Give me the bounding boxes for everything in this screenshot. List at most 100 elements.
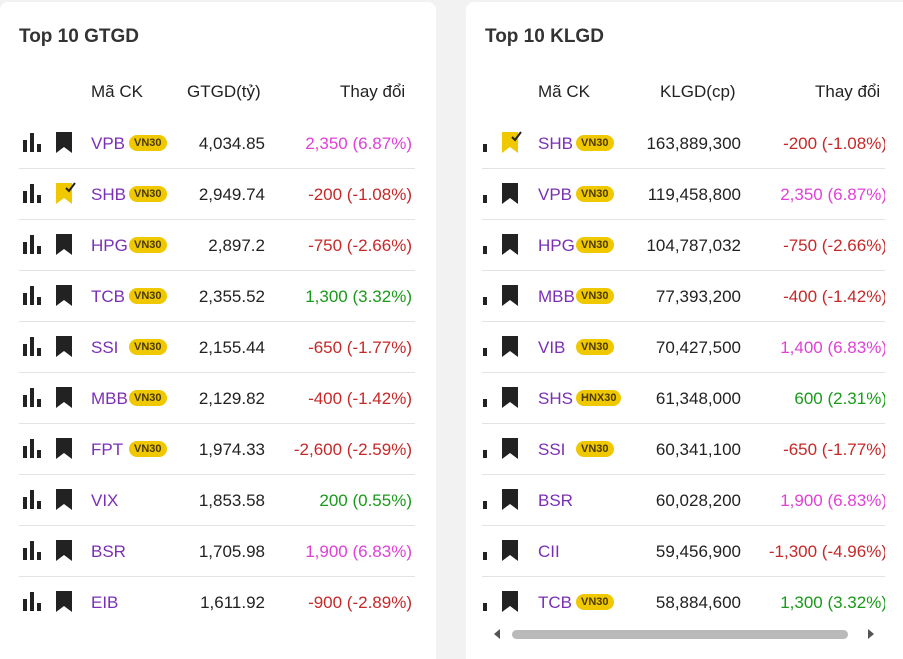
header-value[interactable]: KLGD(cp) [660,82,736,101]
bar-chart-icon[interactable] [482,233,490,260]
table-row[interactable]: SHS HNX30 61,348,000 600 (2.31%) [466,373,885,424]
row-divider [19,372,415,373]
bar-chart-icon[interactable] [482,488,490,515]
stock-symbol[interactable]: MBB [91,389,128,408]
bar-chart-icon[interactable] [482,131,490,158]
trade-value: 61,348,000 [655,389,741,408]
scroll-right-arrow-icon[interactable] [868,629,874,639]
header-symbol[interactable]: Mã CK [538,82,590,101]
bookmark-icon[interactable] [500,182,522,211]
trade-value: 4,034.85 [198,134,265,153]
stock-symbol[interactable]: VPB [538,185,573,204]
table-row[interactable]: SSI VN30 2,155.44 -650 (-1.77%) [0,322,419,373]
table-row[interactable]: SSI VN30 60,341,100 -650 (-1.77%) [466,424,885,475]
stock-symbol[interactable]: TCB [91,287,125,306]
bar-chart-icon[interactable] [482,335,490,362]
stock-symbol[interactable]: MBB [538,287,575,306]
table-row[interactable]: EIB 1,611.92 -900 (-2.89%) [0,577,419,622]
bar-chart-icon[interactable] [22,233,44,260]
price-change: 1,900 (6.83%) [780,491,885,510]
bar-chart-icon[interactable] [22,539,44,566]
stock-symbol[interactable]: SHB [91,185,126,204]
bookmark-icon[interactable] [54,539,76,568]
bookmark-icon[interactable] [500,335,522,364]
bar-chart-icon[interactable] [22,488,44,515]
scroll-left-arrow-icon[interactable] [494,629,500,639]
bar-chart-icon[interactable] [22,284,44,311]
bookmark-icon[interactable] [54,131,76,160]
row-divider [482,576,885,577]
row-divider [482,423,885,424]
stock-symbol[interactable]: SHB [538,134,573,153]
bookmark-icon[interactable] [54,437,76,466]
bookmark-icon[interactable] [54,386,76,415]
table-row[interactable]: TCB VN30 2,355.52 1,300 (3.32%) [0,271,419,322]
stock-symbol[interactable]: EIB [91,593,119,612]
bookmark-icon[interactable] [54,590,76,619]
bar-chart-icon[interactable] [482,386,490,413]
bar-chart-icon[interactable] [22,182,44,209]
bar-chart-icon[interactable] [22,437,44,464]
table-row[interactable]: SHB VN30 2,949.74 -200 (-1.08%) [0,169,419,220]
bookmark-checked-icon[interactable] [500,131,522,160]
row-divider [482,321,885,322]
bookmark-icon[interactable] [500,284,522,313]
bookmark-icon[interactable] [54,233,76,262]
table-row[interactable]: HPG VN30 104,787,032 -750 (-2.66%) [466,220,885,271]
stock-symbol[interactable]: CII [538,542,560,561]
header-change[interactable]: Thay đổi [815,82,881,101]
bookmark-icon[interactable] [500,233,522,262]
stock-symbol[interactable]: TCB [538,593,572,612]
header-symbol[interactable]: Mã CK [91,82,143,101]
trade-value: 60,028,200 [655,491,741,510]
bookmark-checked-icon[interactable] [54,182,76,211]
bar-chart-icon[interactable] [482,539,490,566]
bookmark-icon[interactable] [54,488,76,517]
table-row[interactable]: MBB VN30 2,129.82 -400 (-1.42%) [0,373,419,424]
bookmark-icon[interactable] [54,284,76,313]
stock-symbol[interactable]: BSR [91,542,126,561]
bar-chart-icon[interactable] [482,182,490,209]
table-row[interactable]: TCB VN30 58,884,600 1,300 (3.32%) [466,577,885,622]
scrollbar-thumb[interactable] [512,630,848,639]
stock-symbol[interactable]: VIX [91,491,119,510]
index-badge: VN30 [129,186,167,202]
header-change[interactable]: Thay đổi [340,82,406,101]
bookmark-icon[interactable] [500,386,522,415]
bar-chart-icon[interactable] [482,284,490,311]
bar-chart-icon[interactable] [22,131,44,158]
stock-symbol[interactable]: BSR [538,491,573,510]
table-row[interactable]: VIX 1,853.58 200 (0.55%) [0,475,419,526]
bar-chart-icon[interactable] [482,437,490,464]
header-value[interactable]: GTGD(tỷ) [187,82,261,101]
stock-symbol[interactable]: HPG [91,236,128,255]
table-row[interactable]: VPB VN30 4,034.85 2,350 (6.87%) [0,118,419,169]
bookmark-icon[interactable] [500,437,522,466]
price-change: 1,300 (3.32%) [780,593,885,612]
stock-symbol[interactable]: SSI [538,440,566,459]
stock-symbol[interactable]: SSI [91,338,119,357]
stock-symbol[interactable]: VIB [538,338,566,357]
table-row[interactable]: BSR 1,705.98 1,900 (6.83%) [0,526,419,577]
bookmark-icon[interactable] [500,488,522,517]
stock-symbol[interactable]: SHS [538,389,573,408]
horizontal-scrollbar[interactable] [490,626,880,642]
table-row[interactable]: SHB VN30 163,889,300 -200 (-1.08%) [466,118,885,169]
table-row[interactable]: FPT VN30 1,974.33 -2,600 (-2.59%) [0,424,419,475]
bookmark-icon[interactable] [500,590,522,619]
bar-chart-icon[interactable] [22,590,44,617]
bar-chart-icon[interactable] [22,386,44,413]
table-row[interactable]: MBB VN30 77,393,200 -400 (-1.42%) [466,271,885,322]
bookmark-icon[interactable] [54,335,76,364]
stock-symbol[interactable]: HPG [538,236,575,255]
table-row[interactable]: CII 59,456,900 -1,300 (-4.96%) [466,526,885,577]
table-row[interactable]: VPB VN30 119,458,800 2,350 (6.87%) [466,169,885,220]
table-row[interactable]: VIB VN30 70,427,500 1,400 (6.83%) [466,322,885,373]
stock-symbol[interactable]: VPB [91,134,126,153]
stock-symbol[interactable]: FPT [91,440,124,459]
bar-chart-icon[interactable] [22,335,44,362]
bar-chart-icon[interactable] [482,590,490,617]
table-row[interactable]: BSR 60,028,200 1,900 (6.83%) [466,475,885,526]
bookmark-icon[interactable] [500,539,522,568]
table-row[interactable]: HPG VN30 2,897.2 -750 (-2.66%) [0,220,419,271]
